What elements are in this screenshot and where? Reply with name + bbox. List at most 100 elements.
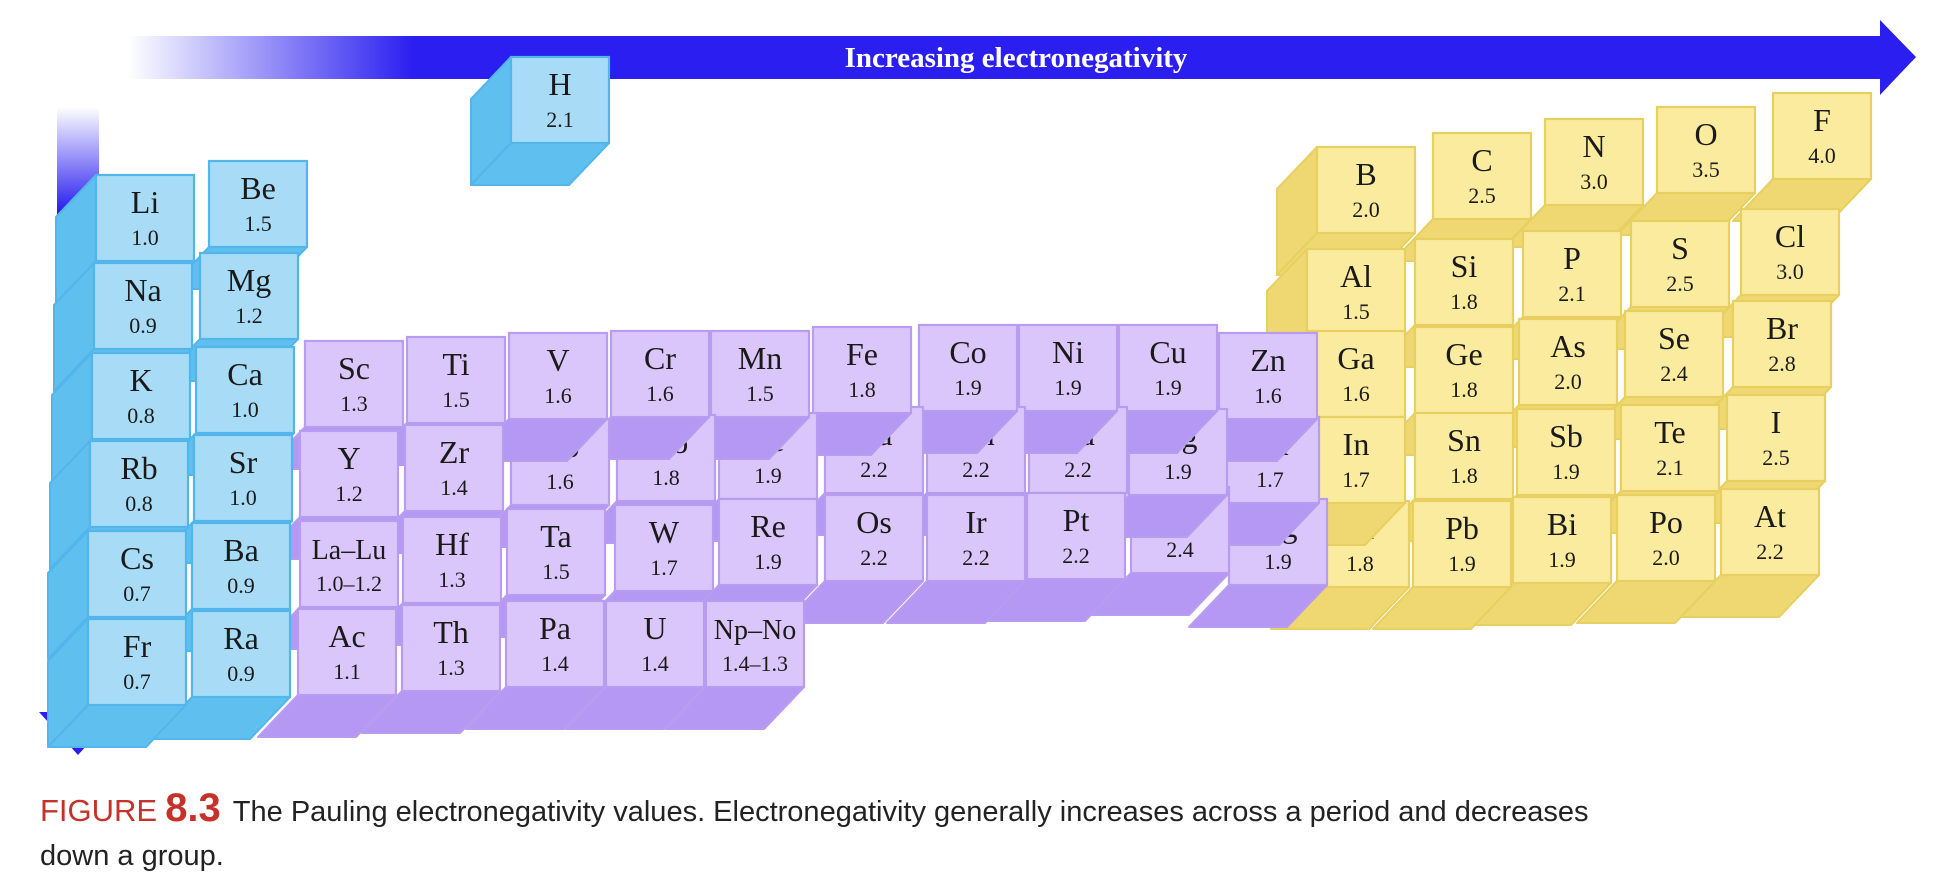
element-fr: Fr 0.7 bbox=[47, 617, 188, 748]
electronegativity-value: 1.9 bbox=[1054, 375, 1082, 400]
element-mn-face bbox=[709, 329, 811, 419]
element-fe-face bbox=[811, 325, 913, 415]
element-symbol: Np–No bbox=[714, 615, 796, 646]
element-os: Os 2.2 bbox=[784, 493, 925, 624]
electronegativity-value: 1.2 bbox=[235, 303, 263, 328]
element-zr-face bbox=[403, 423, 505, 513]
electronegativity-value: 2.2 bbox=[860, 457, 888, 482]
electronegativity-value: 1.5 bbox=[442, 387, 470, 412]
element-mn: Mn 1.5 bbox=[670, 329, 811, 460]
element-c-face bbox=[1431, 131, 1533, 221]
electronegativity-value: 2.5 bbox=[1762, 445, 1790, 470]
element-cr-face bbox=[609, 329, 711, 419]
element-ra-face bbox=[190, 609, 292, 699]
electronegativity-value: 3.5 bbox=[1692, 157, 1720, 182]
element-h-face bbox=[509, 55, 611, 145]
caption-text: The Pauling electronegativity values. El… bbox=[40, 796, 1589, 872]
electronegativity-value: 1.9 bbox=[1264, 549, 1292, 574]
electronegativity-value: 1.8 bbox=[1346, 551, 1374, 576]
electronegativity-value: 0.7 bbox=[123, 581, 151, 606]
electronegativity-value: 2.2 bbox=[962, 545, 990, 570]
element-as-face bbox=[1517, 317, 1619, 407]
element-symbol: K bbox=[129, 362, 152, 398]
element-ca-face bbox=[194, 345, 296, 435]
element-symbol: Cs bbox=[120, 540, 154, 576]
element-symbol: Ir bbox=[965, 504, 987, 540]
element-u-face bbox=[604, 599, 706, 689]
element-ir: Ir 2.2 bbox=[886, 493, 1027, 624]
element-ir-face bbox=[925, 493, 1027, 583]
electronegativity-value: 2.2 bbox=[962, 457, 990, 482]
element-symbol: Rb bbox=[120, 450, 157, 486]
element-fr-face bbox=[86, 617, 188, 707]
element-symbol: W bbox=[649, 514, 680, 550]
element-symbol: Co bbox=[949, 334, 986, 370]
element-symbol: S bbox=[1671, 230, 1689, 266]
electronegativity-value: 4.0 bbox=[1808, 143, 1836, 168]
element-symbol: Zr bbox=[439, 434, 470, 470]
element-symbol: Ba bbox=[223, 532, 259, 568]
electronegativity-value: 1.2 bbox=[335, 481, 363, 506]
figure-word: FIGURE bbox=[40, 793, 158, 828]
element-s-face bbox=[1629, 219, 1731, 309]
element-at: At 2.2 bbox=[1680, 487, 1821, 618]
element-ga-face bbox=[1305, 329, 1407, 419]
element-pb-face bbox=[1411, 499, 1513, 589]
element-bi: Bi 1.9 bbox=[1472, 495, 1613, 626]
element-be-face bbox=[207, 159, 309, 249]
element-symbol: Os bbox=[856, 504, 892, 540]
element-symbol: V bbox=[546, 342, 569, 378]
element-symbol: Ca bbox=[227, 356, 263, 392]
figure-caption: FIGURE 8.3 The Pauling electronegativity … bbox=[40, 786, 1600, 878]
element-pa: Pa 1.4 bbox=[465, 599, 606, 730]
electronegativity-value: 1.0–1.2 bbox=[316, 571, 382, 596]
element-symbol: Ac bbox=[328, 618, 365, 654]
electronegativity-value: 2.0 bbox=[1554, 369, 1582, 394]
element-k-face bbox=[90, 351, 192, 441]
element-co-face bbox=[917, 323, 1019, 413]
electronegativity-value: 1.9 bbox=[1164, 459, 1192, 484]
element-np-no: Np–No 1.4–1.3 bbox=[665, 599, 806, 730]
element-symbol: Na bbox=[124, 272, 161, 308]
element-symbol: F bbox=[1813, 102, 1831, 138]
electronegativity-value: 1.5 bbox=[1342, 299, 1370, 324]
element-symbol: Bi bbox=[1547, 506, 1577, 542]
element-symbol: H bbox=[548, 66, 571, 102]
element-li-face bbox=[94, 173, 196, 263]
electronegativity-value: 1.4 bbox=[541, 651, 569, 676]
electronegativity-value: 2.2 bbox=[1064, 457, 1092, 482]
electronegativity-value: 0.8 bbox=[127, 403, 155, 428]
electronegativity-value: 1.7 bbox=[1342, 467, 1370, 492]
electronegativity-value: 1.9 bbox=[1552, 459, 1580, 484]
element-symbol: Ga bbox=[1337, 340, 1374, 376]
electronegativity-value: 2.0 bbox=[1652, 545, 1680, 570]
element-symbol: Th bbox=[433, 614, 469, 650]
electronegativity-value: 2.5 bbox=[1468, 183, 1496, 208]
element-symbol: Li bbox=[131, 184, 160, 220]
element-symbol: O bbox=[1694, 116, 1717, 152]
electronegativity-value: 1.9 bbox=[754, 463, 782, 488]
element-pb: Pb 1.9 bbox=[1372, 499, 1513, 630]
electronegativity-value: 2.2 bbox=[1062, 543, 1090, 568]
element-n: N 3.0 bbox=[1504, 117, 1645, 248]
element-w-face bbox=[613, 503, 715, 593]
element-pt: Pt 2.2 bbox=[986, 491, 1127, 622]
electronegativity-value: 1.6 bbox=[1342, 381, 1370, 406]
element-symbol: Ta bbox=[540, 518, 572, 554]
element-at-face bbox=[1719, 487, 1821, 577]
electronegativity-value: 1.0 bbox=[231, 397, 259, 422]
electronegativity-value: 1.4–1.3 bbox=[722, 651, 788, 676]
electronegativity-value: 1.3 bbox=[437, 655, 465, 680]
element-u: U 1.4 bbox=[565, 599, 706, 730]
element-symbol: Y bbox=[337, 440, 360, 476]
element-v-face bbox=[507, 331, 609, 421]
electronegativity-value: 2.2 bbox=[1756, 539, 1784, 564]
element-symbol: Mg bbox=[227, 262, 271, 298]
element-ra: Ra 0.9 bbox=[151, 609, 292, 740]
electronegativity-value: 1.8 bbox=[1450, 463, 1478, 488]
element-pa-face bbox=[504, 599, 606, 689]
element-symbol: Cl bbox=[1775, 218, 1805, 254]
electronegativity-value: 2.4 bbox=[1166, 537, 1194, 562]
electronegativity-value: 1.8 bbox=[652, 465, 680, 490]
